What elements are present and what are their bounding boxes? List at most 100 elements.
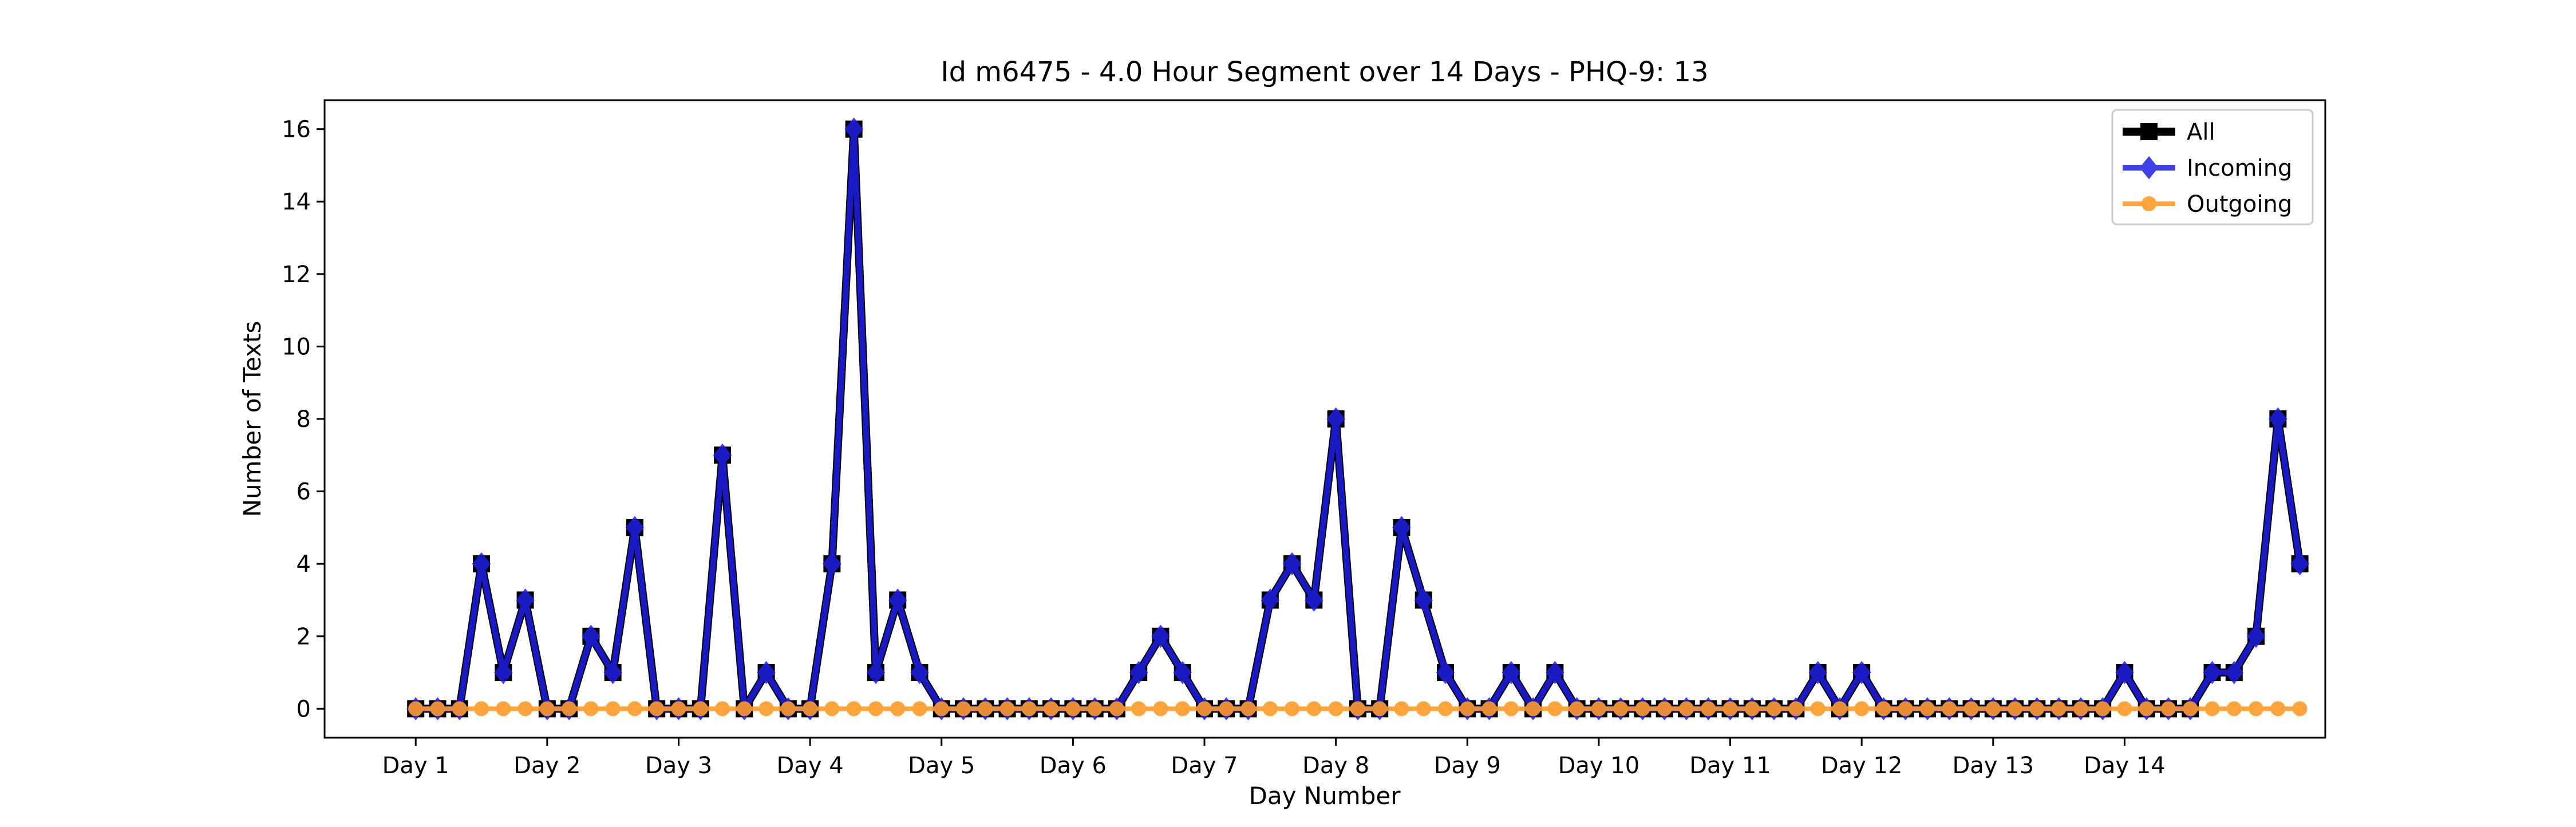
x-tick-label: Day 9 — [1434, 753, 1501, 779]
data-point-outgoing — [1262, 701, 1278, 717]
x-tick-label: Day 6 — [1040, 753, 1107, 779]
data-point-outgoing — [1547, 701, 1563, 717]
data-point-outgoing — [978, 701, 993, 717]
data-point-outgoing — [2139, 701, 2154, 717]
data-point-outgoing — [1394, 701, 1409, 717]
plot-frame — [323, 99, 2326, 739]
data-point-outgoing — [1153, 701, 1168, 717]
x-tick-label: Day 12 — [1821, 753, 1903, 779]
legend-entry — [2123, 156, 2175, 180]
data-point-incoming — [1282, 552, 1302, 576]
legend-label: Incoming — [2187, 155, 2292, 181]
data-point-incoming — [2203, 660, 2222, 684]
data-point-outgoing — [1767, 701, 1782, 717]
x-tick-label: Day 8 — [1302, 753, 1369, 779]
data-point-outgoing — [1963, 701, 1979, 717]
data-point-outgoing — [583, 701, 599, 717]
data-point-outgoing — [430, 701, 445, 717]
data-point-outgoing — [2270, 701, 2286, 717]
x-tick-label: Day 5 — [908, 753, 975, 779]
data-point-outgoing — [1131, 701, 1147, 717]
data-point-outgoing — [758, 701, 774, 717]
legend-swatch-marker — [2140, 123, 2158, 140]
data-point-outgoing — [715, 701, 730, 717]
data-point-outgoing — [1919, 701, 1935, 717]
data-point-outgoing — [1285, 701, 1300, 717]
data-point-incoming — [1414, 588, 1433, 612]
data-point-outgoing — [1328, 701, 1344, 717]
data-point-outgoing — [2073, 701, 2088, 717]
data-point-outgoing — [1678, 701, 1694, 717]
legend-label: Outgoing — [2187, 191, 2292, 217]
data-point-outgoing — [1416, 701, 1431, 717]
data-point-outgoing — [2117, 701, 2132, 717]
chart-title: Id m6475 - 4.0 Hour Segment over 14 Days… — [941, 56, 1708, 88]
data-point-incoming — [1129, 660, 1148, 684]
data-point-outgoing — [2226, 701, 2242, 717]
data-point-outgoing — [1109, 701, 1124, 717]
data-point-incoming — [1173, 660, 1192, 684]
data-point-incoming — [582, 624, 600, 648]
y-tick-label: 10 — [282, 334, 311, 360]
data-point-outgoing — [1635, 701, 1650, 717]
y-tick-label: 12 — [282, 262, 311, 288]
x-tick-label: Day 13 — [1952, 753, 2034, 779]
data-point-incoming — [888, 588, 907, 612]
data-point-outgoing — [1481, 701, 1497, 717]
x-tick-label: Day 2 — [513, 753, 580, 779]
data-point-outgoing — [1372, 701, 1388, 717]
x-tick-label: Day 4 — [777, 753, 844, 779]
legend-box — [2111, 109, 2314, 225]
data-point-outgoing — [2204, 701, 2220, 717]
data-point-outgoing — [1744, 701, 1760, 717]
data-point-outgoing — [999, 701, 1015, 717]
legend-entry — [2123, 196, 2175, 211]
data-point-incoming — [1151, 624, 1170, 648]
data-point-incoming — [516, 588, 535, 612]
data-point-outgoing — [496, 701, 511, 717]
y-axis-label: Number of Texts — [238, 321, 266, 517]
data-point-outgoing — [1240, 701, 1256, 717]
data-point-outgoing — [1460, 701, 1475, 717]
data-point-outgoing — [1219, 701, 1234, 717]
data-point-outgoing — [627, 701, 642, 717]
data-point-outgoing — [2029, 701, 2045, 717]
y-tick-label: 8 — [297, 406, 311, 433]
y-tick-label: 14 — [282, 189, 311, 215]
data-point-outgoing — [1810, 701, 1826, 717]
x-tick-label: Day 1 — [382, 753, 449, 779]
data-point-outgoing — [1044, 701, 1059, 717]
y-tick-label: 2 — [297, 624, 311, 650]
data-point-outgoing — [1985, 701, 2001, 717]
data-point-outgoing — [408, 701, 424, 717]
data-point-outgoing — [474, 701, 489, 717]
data-point-outgoing — [1197, 701, 1212, 717]
data-point-incoming — [625, 516, 645, 540]
data-point-incoming — [2290, 552, 2309, 576]
data-point-incoming — [603, 660, 622, 684]
data-point-outgoing — [1722, 701, 1738, 717]
data-point-incoming — [844, 117, 863, 141]
x-tick-label: Day 10 — [1558, 753, 1640, 779]
data-point-outgoing — [1613, 701, 1629, 717]
legend-swatch-marker — [2139, 156, 2159, 180]
data-point-incoming — [2115, 660, 2134, 684]
data-point-outgoing — [1876, 701, 1891, 717]
data-point-incoming — [1852, 660, 1871, 684]
legend-swatch-marker — [2142, 196, 2156, 211]
data-point-outgoing — [1021, 701, 1037, 717]
data-point-outgoing — [1942, 701, 1957, 717]
data-point-outgoing — [1657, 701, 1672, 717]
data-point-incoming — [2269, 407, 2287, 431]
legend-entry — [2123, 123, 2175, 140]
x-tick-label: Day 11 — [1689, 753, 1771, 779]
series-outgoing — [408, 701, 2308, 717]
data-point-outgoing — [1591, 701, 1606, 717]
data-point-outgoing — [780, 701, 796, 717]
data-point-outgoing — [2183, 701, 2198, 717]
data-point-outgoing — [1569, 701, 1585, 717]
data-point-outgoing — [803, 701, 818, 717]
data-point-outgoing — [1175, 701, 1190, 717]
y-tick-label: 4 — [297, 551, 311, 577]
data-point-outgoing — [1526, 701, 1541, 717]
